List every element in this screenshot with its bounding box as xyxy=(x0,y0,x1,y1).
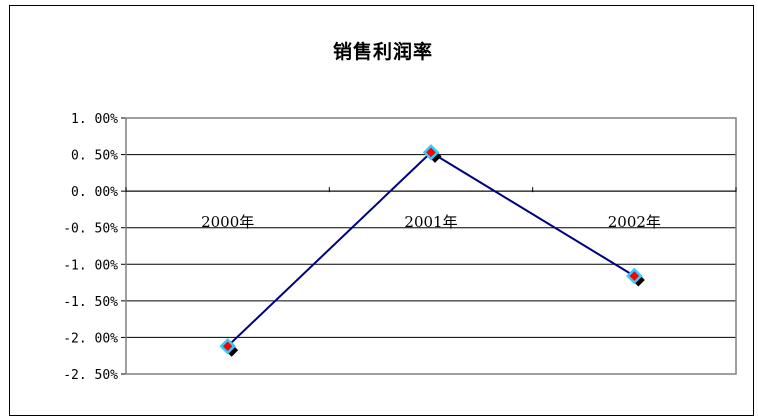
y-tick-label: -2. 50% xyxy=(63,368,118,383)
chart-frame xyxy=(9,5,754,416)
data-point[interactable] xyxy=(422,144,440,161)
x-tick-label: 2000年 xyxy=(201,213,254,231)
y-tick-label: -0. 50% xyxy=(63,222,118,237)
series-line xyxy=(226,151,635,347)
data-point[interactable] xyxy=(626,267,643,285)
plot-border xyxy=(125,117,737,375)
y-tick-label: -2. 00% xyxy=(63,331,118,346)
chart-title: 销售利润率 xyxy=(333,40,433,63)
y-tick-label: 1. 00% xyxy=(71,112,118,127)
x-tick-label: 2002年 xyxy=(608,213,661,231)
plot-area: 1. 00% 0. 50% 0. 00% -0. 50% -1. 00% -1. 50% -… xyxy=(63,112,737,383)
y-tick-label: 0. 50% xyxy=(71,149,118,164)
y-tick-label: -1. 00% xyxy=(63,258,118,273)
x-tick-label: 2001年 xyxy=(404,213,457,231)
y-tick-label: 0. 00% xyxy=(71,185,118,200)
y-tick-label: -1. 50% xyxy=(63,295,118,310)
data-point[interactable] xyxy=(219,337,236,355)
